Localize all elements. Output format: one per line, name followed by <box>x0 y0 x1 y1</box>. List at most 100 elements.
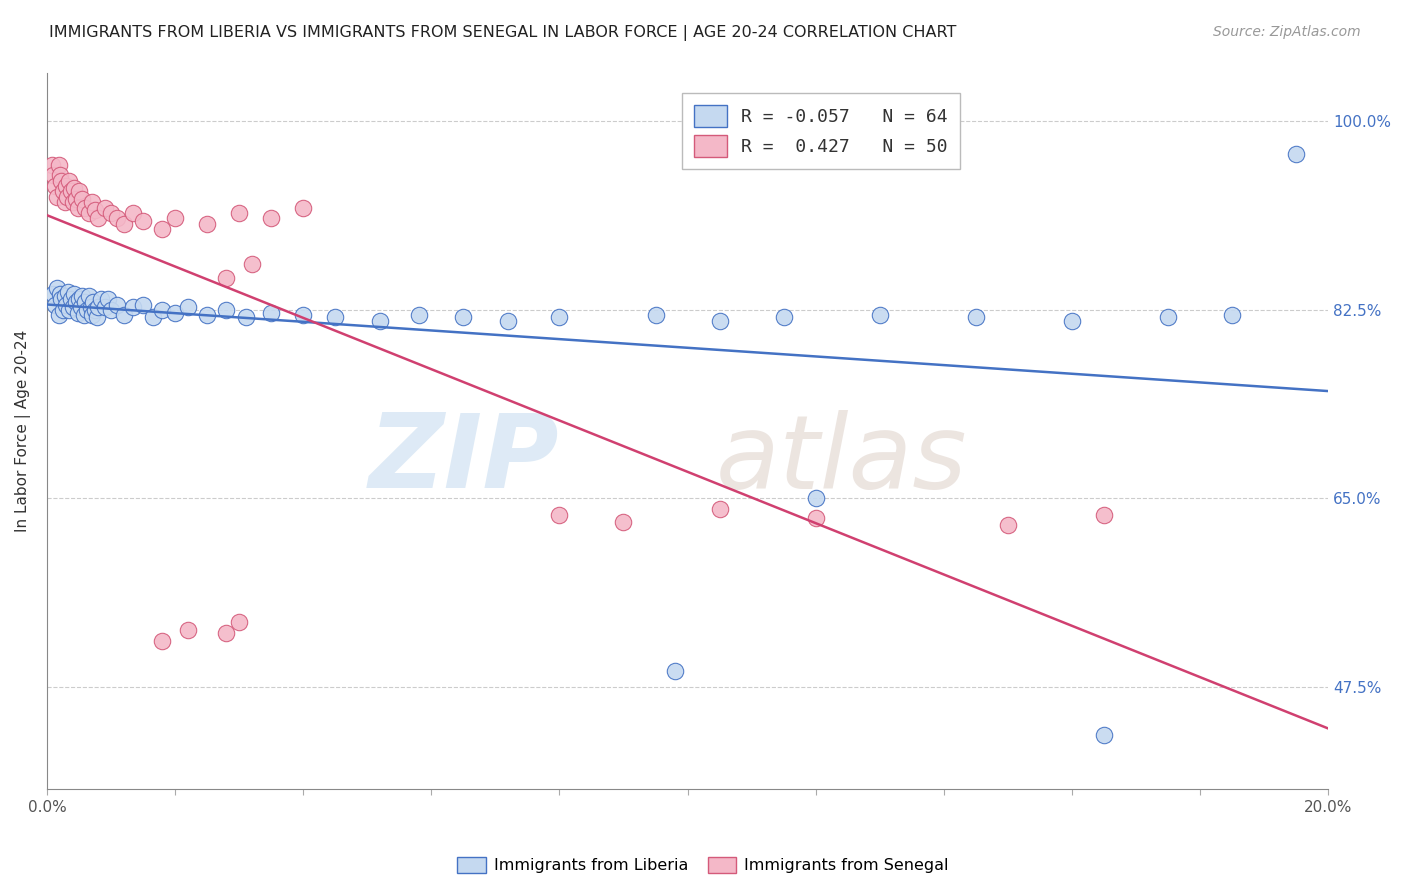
Point <box>67 292 90 306</box>
Point <box>112 217 135 231</box>
Point <box>56 190 79 204</box>
Point <box>63 181 86 195</box>
Point <box>75 295 97 310</box>
Point <box>107 211 129 226</box>
Point <box>235 310 257 325</box>
Point <box>165 306 187 320</box>
Point <box>965 310 987 325</box>
Point <box>45 281 67 295</box>
Point <box>55 297 77 311</box>
Point <box>55 179 77 194</box>
Point <box>548 508 571 522</box>
Point <box>76 302 98 317</box>
Point <box>165 211 187 226</box>
Point <box>60 185 83 199</box>
Legend: R = -0.057   N = 64, R =  0.427   N = 50: R = -0.057 N = 64, R = 0.427 N = 50 <box>682 93 960 169</box>
Point <box>100 302 122 317</box>
Point <box>150 302 173 317</box>
Point <box>612 515 634 529</box>
Point <box>70 300 93 314</box>
Y-axis label: In Labor Force | Age 20-24: In Labor Force | Age 20-24 <box>15 330 31 533</box>
Point <box>664 664 686 678</box>
Point <box>42 169 65 183</box>
Point <box>66 306 89 320</box>
Point <box>87 300 110 314</box>
Point <box>65 192 87 206</box>
Legend: Immigrants from Liberia, Immigrants from Senegal: Immigrants from Liberia, Immigrants from… <box>451 850 955 880</box>
Point <box>709 502 731 516</box>
Point <box>66 201 89 215</box>
Point <box>1285 146 1308 161</box>
Point <box>132 297 155 311</box>
Point <box>260 211 283 226</box>
Point <box>323 310 346 325</box>
Point <box>56 285 79 299</box>
Point <box>49 292 72 306</box>
Point <box>368 314 391 328</box>
Point <box>77 289 100 303</box>
Point <box>215 626 238 640</box>
Point <box>53 289 76 303</box>
Point <box>97 292 120 306</box>
Point <box>70 192 93 206</box>
Point <box>86 310 108 325</box>
Point <box>90 292 112 306</box>
Point <box>195 217 218 231</box>
Point <box>65 295 87 310</box>
Point <box>228 206 250 220</box>
Point <box>548 310 571 325</box>
Point <box>45 190 67 204</box>
Point <box>132 213 155 227</box>
Text: atlas: atlas <box>716 409 967 509</box>
Text: ZIP: ZIP <box>368 409 560 510</box>
Point <box>67 185 90 199</box>
Point <box>122 206 145 220</box>
Point <box>1220 308 1243 322</box>
Point <box>93 201 115 215</box>
Point <box>1157 310 1180 325</box>
Point <box>84 202 107 217</box>
Point <box>240 257 263 271</box>
Point <box>142 310 165 325</box>
Point <box>107 297 129 311</box>
Point <box>58 174 80 188</box>
Point <box>75 201 97 215</box>
Point <box>1092 728 1115 742</box>
Point <box>644 308 666 322</box>
Point <box>52 302 75 317</box>
Point <box>84 302 107 317</box>
Point <box>87 211 110 226</box>
Point <box>49 286 72 301</box>
Point <box>60 292 83 306</box>
Point <box>49 169 72 183</box>
Point <box>772 310 794 325</box>
Point <box>122 300 145 314</box>
Point <box>1092 508 1115 522</box>
Point <box>80 195 103 210</box>
Point <box>408 308 430 322</box>
Point <box>150 222 173 236</box>
Text: IMMIGRANTS FROM LIBERIA VS IMMIGRANTS FROM SENEGAL IN LABOR FORCE | AGE 20-24 CO: IMMIGRANTS FROM LIBERIA VS IMMIGRANTS FR… <box>49 25 956 41</box>
Point <box>58 302 80 317</box>
Point <box>77 206 100 220</box>
Point <box>44 297 66 311</box>
Point <box>260 306 283 320</box>
Point <box>709 314 731 328</box>
Point <box>453 310 475 325</box>
Point <box>112 308 135 322</box>
Point <box>292 201 315 215</box>
Point <box>49 174 72 188</box>
Point <box>62 195 84 210</box>
Point <box>869 308 891 322</box>
Point <box>93 300 115 314</box>
Point <box>52 185 75 199</box>
Point <box>82 295 104 310</box>
Point <box>42 286 65 301</box>
Point <box>44 179 66 194</box>
Point <box>53 195 76 210</box>
Point <box>63 286 86 301</box>
Point <box>48 157 70 171</box>
Point <box>100 206 122 220</box>
Point <box>195 308 218 322</box>
Point <box>1060 314 1083 328</box>
